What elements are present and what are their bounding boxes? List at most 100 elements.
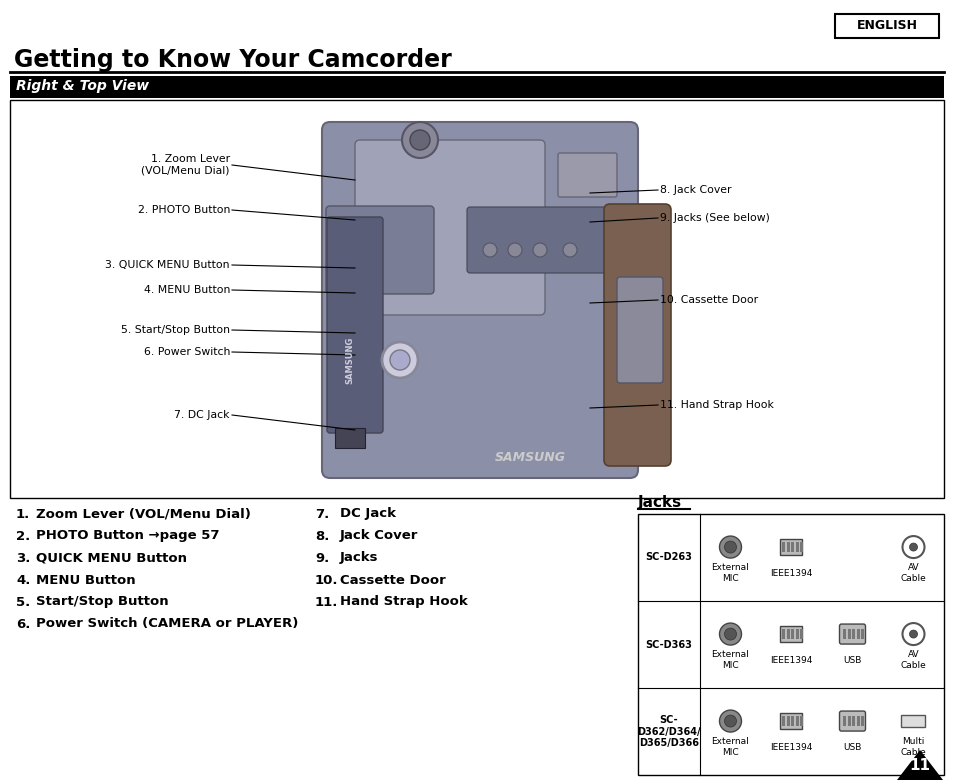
Text: 2.: 2. (16, 529, 30, 543)
Text: 2. PHOTO Button: 2. PHOTO Button (137, 205, 230, 215)
Bar (852, 629, 855, 639)
FancyBboxPatch shape (617, 277, 662, 383)
Bar (786, 629, 789, 639)
FancyBboxPatch shape (780, 713, 801, 729)
Circle shape (723, 715, 736, 727)
Text: IEEE1394: IEEE1394 (769, 655, 812, 665)
Circle shape (482, 243, 497, 257)
Text: Getting to Know Your Camcorder: Getting to Know Your Camcorder (14, 48, 452, 72)
Text: IEEE1394: IEEE1394 (769, 568, 812, 578)
FancyBboxPatch shape (467, 207, 613, 273)
Circle shape (562, 243, 577, 257)
Circle shape (381, 342, 417, 378)
Bar (861, 629, 863, 639)
FancyBboxPatch shape (839, 711, 864, 731)
Bar (856, 716, 859, 726)
Text: 4.: 4. (16, 574, 30, 586)
Bar (10, 76, 943, 98)
Text: 3. QUICK MENU Button: 3. QUICK MENU Button (106, 260, 230, 270)
Text: 7.: 7. (314, 507, 329, 521)
Bar (852, 716, 855, 726)
FancyBboxPatch shape (780, 539, 801, 555)
Bar (795, 629, 799, 639)
Text: Zoom Lever (VOL/Menu Dial): Zoom Lever (VOL/Menu Dial) (36, 507, 251, 521)
Text: Jacks: Jacks (339, 551, 378, 564)
Circle shape (410, 130, 430, 150)
FancyBboxPatch shape (839, 624, 864, 644)
Bar (335, 428, 365, 448)
Bar (791, 542, 794, 552)
FancyBboxPatch shape (558, 153, 617, 197)
Bar (800, 629, 802, 639)
Bar (781, 542, 784, 552)
Bar (795, 716, 799, 726)
Text: MENU Button: MENU Button (36, 574, 135, 586)
Text: SAMSUNG: SAMSUNG (494, 451, 565, 463)
Text: SC-
D362/D364/
D365/D366: SC- D362/D364/ D365/D366 (637, 715, 700, 748)
Text: 1. Zoom Lever
(VOL/Menu Dial): 1. Zoom Lever (VOL/Menu Dial) (141, 154, 230, 176)
Circle shape (723, 628, 736, 640)
Bar (795, 542, 799, 552)
Circle shape (908, 543, 917, 551)
Text: Multi
Cable: Multi Cable (900, 738, 925, 757)
FancyBboxPatch shape (603, 204, 670, 466)
Text: SC-D263: SC-D263 (645, 553, 692, 562)
Bar (786, 716, 789, 726)
Circle shape (719, 623, 740, 645)
Bar (847, 629, 850, 639)
Text: ENGLISH: ENGLISH (856, 19, 917, 31)
Circle shape (401, 122, 437, 158)
Circle shape (533, 243, 546, 257)
Text: 4. MENU Button: 4. MENU Button (144, 285, 230, 295)
Text: Cassette Door: Cassette Door (339, 574, 445, 586)
Text: 11. Hand Strap Hook: 11. Hand Strap Hook (659, 400, 773, 410)
Text: 10. Cassette Door: 10. Cassette Door (659, 295, 758, 305)
Text: External
MIC: External MIC (711, 738, 749, 757)
Text: External
MIC: External MIC (711, 564, 749, 583)
Bar (10, 100, 943, 498)
FancyBboxPatch shape (901, 715, 924, 727)
Text: Power Switch (CAMERA or PLAYER): Power Switch (CAMERA or PLAYER) (36, 618, 298, 630)
Circle shape (908, 630, 917, 638)
Circle shape (902, 623, 923, 645)
Bar (800, 542, 802, 552)
Bar (638, 514, 943, 775)
Bar (861, 716, 863, 726)
Bar (786, 542, 789, 552)
Bar (842, 716, 845, 726)
Text: 9.: 9. (314, 551, 329, 564)
Text: 6. Power Switch: 6. Power Switch (144, 347, 230, 357)
Circle shape (719, 536, 740, 558)
FancyBboxPatch shape (780, 626, 801, 642)
Bar (847, 716, 850, 726)
FancyBboxPatch shape (327, 217, 382, 433)
Bar (856, 629, 859, 639)
Text: PHOTO Button →page 57: PHOTO Button →page 57 (36, 529, 219, 543)
Circle shape (719, 710, 740, 732)
Text: QUICK MENU Button: QUICK MENU Button (36, 551, 187, 564)
Text: Start/Stop Button: Start/Stop Button (36, 596, 169, 608)
Text: 8. Jack Cover: 8. Jack Cover (659, 185, 731, 195)
Text: DC Jack: DC Jack (339, 507, 395, 521)
Polygon shape (896, 750, 942, 780)
Bar (791, 716, 794, 726)
Text: USB: USB (842, 742, 861, 752)
Text: USB: USB (842, 655, 861, 665)
FancyBboxPatch shape (326, 206, 434, 294)
FancyBboxPatch shape (355, 140, 544, 315)
Text: 11.: 11. (314, 596, 338, 608)
Bar (800, 716, 802, 726)
Text: AV
Cable: AV Cable (900, 564, 925, 583)
Circle shape (902, 536, 923, 558)
Text: 10.: 10. (314, 574, 338, 586)
Text: 1.: 1. (16, 507, 30, 521)
Bar (781, 716, 784, 726)
Circle shape (507, 243, 521, 257)
Bar (834, 14, 938, 38)
Text: Jacks: Jacks (638, 495, 681, 510)
Circle shape (723, 541, 736, 553)
Circle shape (390, 350, 410, 370)
Text: 7. DC Jack: 7. DC Jack (174, 410, 230, 420)
Text: IEEE1394: IEEE1394 (769, 742, 812, 752)
Text: 3.: 3. (16, 551, 30, 564)
